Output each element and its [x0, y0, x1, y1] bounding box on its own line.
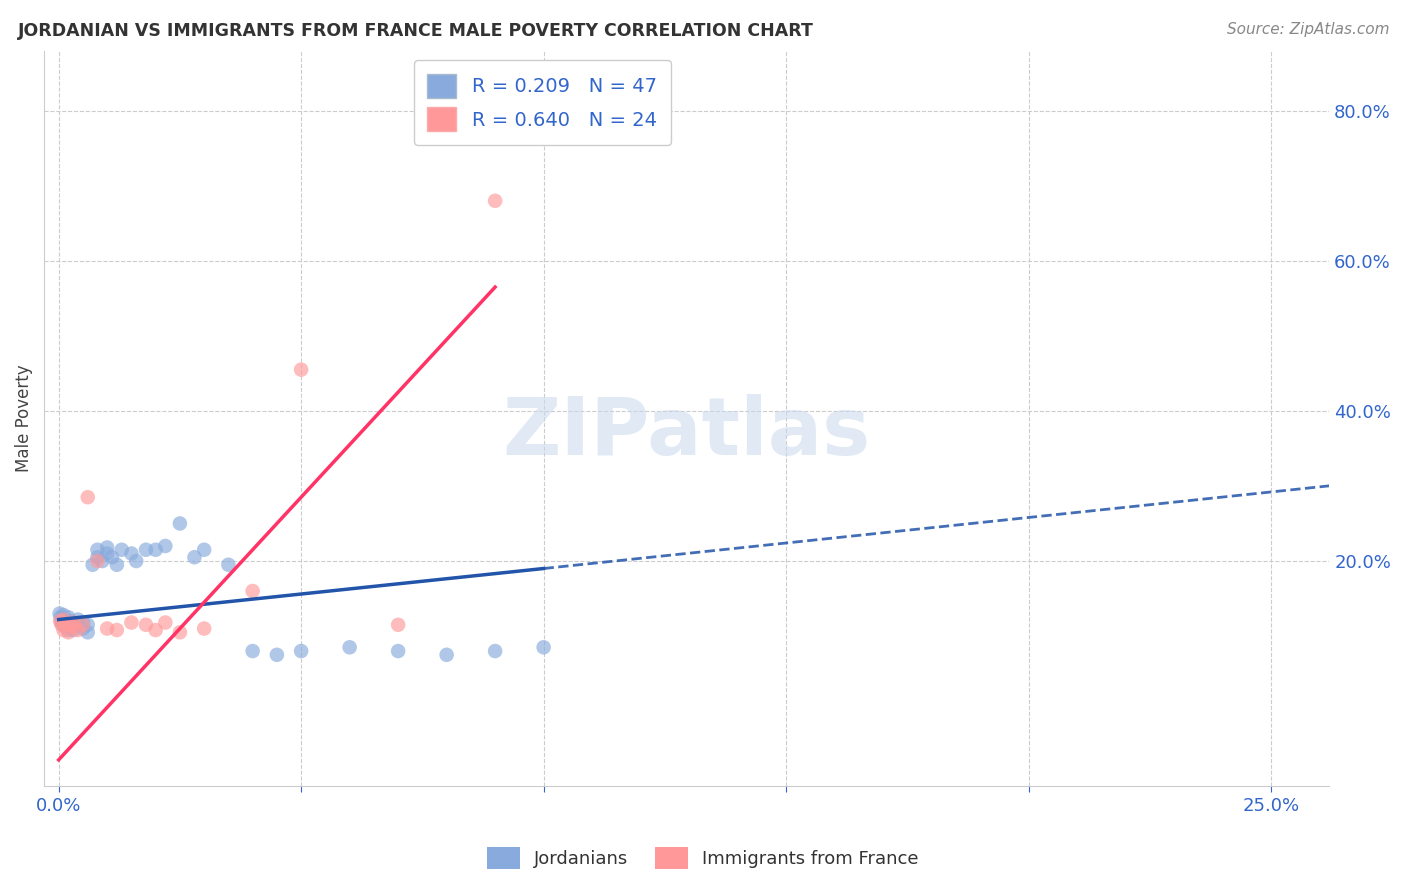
Text: Source: ZipAtlas.com: Source: ZipAtlas.com — [1226, 22, 1389, 37]
Point — [67, 617, 90, 632]
Point — [58, 617, 80, 632]
Point — [193, 622, 215, 636]
Point — [72, 615, 94, 630]
Point — [67, 623, 90, 637]
Point — [105, 623, 128, 637]
Point — [135, 617, 157, 632]
Point — [217, 558, 239, 572]
Point — [484, 644, 506, 658]
Point — [55, 620, 77, 634]
Legend: Jordanians, Immigrants from France: Jordanians, Immigrants from France — [479, 839, 927, 876]
Y-axis label: Male Poverty: Male Poverty — [15, 365, 32, 472]
Point — [155, 539, 177, 553]
Point — [62, 617, 84, 632]
Point — [145, 542, 167, 557]
Point — [56, 615, 79, 630]
Point — [52, 623, 75, 637]
Point — [52, 608, 75, 623]
Point — [91, 554, 114, 568]
Point — [96, 541, 118, 555]
Point — [52, 613, 75, 627]
Point — [53, 614, 76, 628]
Point — [105, 558, 128, 572]
Point — [242, 584, 264, 599]
Text: ZIPatlas: ZIPatlas — [502, 394, 870, 472]
Point — [120, 547, 142, 561]
Point — [266, 648, 288, 662]
Point — [120, 615, 142, 630]
Point — [101, 550, 124, 565]
Point — [58, 610, 80, 624]
Point — [155, 615, 177, 630]
Point — [86, 554, 108, 568]
Point — [125, 554, 148, 568]
Point — [111, 542, 134, 557]
Point — [290, 362, 312, 376]
Point — [82, 558, 104, 572]
Point — [62, 620, 84, 634]
Point — [72, 617, 94, 632]
Point — [135, 542, 157, 557]
Point — [58, 623, 80, 637]
Point — [58, 617, 80, 632]
Point — [86, 542, 108, 557]
Point — [169, 516, 191, 531]
Point — [533, 640, 555, 655]
Point — [290, 644, 312, 658]
Point — [339, 640, 361, 655]
Point — [72, 622, 94, 636]
Point — [193, 542, 215, 557]
Point — [96, 622, 118, 636]
Point — [76, 617, 98, 632]
Point — [59, 614, 82, 628]
Point — [76, 490, 98, 504]
Point — [51, 615, 73, 630]
Point — [51, 617, 73, 632]
Point — [67, 613, 90, 627]
Point — [86, 550, 108, 565]
Point — [51, 613, 73, 627]
Point — [48, 607, 70, 621]
Point — [52, 617, 75, 632]
Point — [145, 623, 167, 637]
Point — [183, 550, 205, 565]
Point — [484, 194, 506, 208]
Point — [242, 644, 264, 658]
Point — [62, 623, 84, 637]
Point — [169, 625, 191, 640]
Point — [49, 614, 72, 628]
Point — [76, 625, 98, 640]
Text: JORDANIAN VS IMMIGRANTS FROM FRANCE MALE POVERTY CORRELATION CHART: JORDANIAN VS IMMIGRANTS FROM FRANCE MALE… — [18, 22, 814, 40]
Point — [387, 617, 409, 632]
Point — [387, 644, 409, 658]
Point — [49, 610, 72, 624]
Point — [96, 547, 118, 561]
Point — [62, 615, 84, 630]
Point — [436, 648, 458, 662]
Point — [58, 625, 80, 640]
Legend: R = 0.209   N = 47, R = 0.640   N = 24: R = 0.209 N = 47, R = 0.640 N = 24 — [413, 61, 671, 145]
